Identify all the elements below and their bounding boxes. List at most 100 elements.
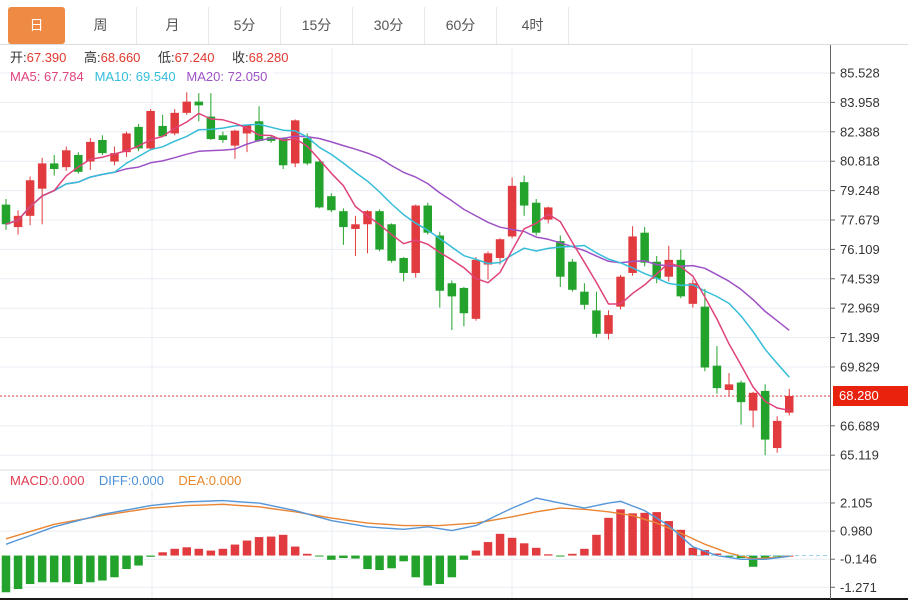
macd-bar <box>62 555 71 583</box>
macd-value-label: MACD:0.000 <box>10 473 85 488</box>
candle-body <box>772 420 782 449</box>
high-value: 68.660 <box>100 50 141 65</box>
candle-body <box>724 384 734 390</box>
candle-body <box>158 125 167 137</box>
price-axis-label: 83.958 <box>840 95 880 110</box>
candle-body <box>688 283 698 304</box>
candle-body <box>664 259 673 277</box>
macd-bar <box>556 555 565 557</box>
macd-bar <box>74 555 83 585</box>
macd-bar <box>134 555 143 566</box>
macd-bar <box>254 537 264 556</box>
macd-bar <box>290 546 300 556</box>
candle-body <box>110 153 119 162</box>
price-axis-label: 65.119 <box>840 448 879 463</box>
macd-bar <box>278 534 288 556</box>
candle-body <box>182 101 191 113</box>
macd-bar <box>459 555 469 560</box>
candle-body <box>230 130 240 146</box>
candle-body <box>122 133 131 153</box>
candle-body <box>447 283 457 297</box>
tab-month[interactable]: 月 <box>137 7 209 44</box>
tab-4hour[interactable]: 4时 <box>497 7 569 44</box>
candle-body <box>471 259 481 319</box>
tab-15min[interactable]: 15分 <box>281 7 353 44</box>
macd-bar <box>435 555 445 585</box>
macd-axis-label: 2.105 <box>840 495 873 510</box>
price-axis-label: 82.388 <box>840 124 880 139</box>
candle-body <box>556 241 565 277</box>
candle-body <box>700 306 710 368</box>
macd-bar <box>49 555 59 583</box>
macd-bar <box>387 555 396 569</box>
tab-30min[interactable]: 30分 <box>353 7 425 44</box>
candle-body <box>254 121 264 141</box>
macd-bar <box>640 512 649 556</box>
ma5-line <box>5 112 790 412</box>
candle-body <box>459 287 469 314</box>
candle-body <box>616 276 625 307</box>
price-axis-label: 74.539 <box>840 271 880 286</box>
tab-5min[interactable]: 5分 <box>209 7 281 44</box>
candle-body <box>748 392 758 411</box>
candle-body <box>387 224 396 261</box>
macd-bar <box>616 509 625 556</box>
candle-body <box>37 163 47 189</box>
macd-bar <box>170 548 179 556</box>
candle-body <box>519 182 529 206</box>
macd-axis-label: -0.146 <box>840 552 877 567</box>
tab-week[interactable]: 周 <box>65 7 137 44</box>
candle-body <box>399 257 408 273</box>
macd-bar <box>98 555 107 581</box>
candle-body <box>303 138 312 164</box>
tab-60min[interactable]: 60分 <box>425 7 497 44</box>
candle-body <box>146 110 155 149</box>
low-label: 低: <box>158 50 175 65</box>
macd-axis-label: -1.271 <box>840 580 877 595</box>
macd-bar <box>483 542 493 556</box>
diff-value-label: DIFF:0.000 <box>98 473 164 488</box>
price-axis-label: 79.248 <box>840 183 880 198</box>
dea-line <box>5 503 790 560</box>
high-label: 高: <box>84 50 101 65</box>
price-axis-label: 80.818 <box>840 154 880 169</box>
candle-body <box>495 239 505 258</box>
macd-bar <box>712 553 722 556</box>
macd-bar <box>230 544 240 556</box>
macd-bar <box>242 540 252 556</box>
candle-body <box>580 291 589 305</box>
close-value: 68.280 <box>248 50 289 65</box>
macd-bar <box>206 550 216 556</box>
macd-bar <box>748 555 758 567</box>
candle-body <box>483 253 493 265</box>
macd-bar <box>628 513 637 556</box>
candle-body <box>25 180 35 216</box>
macd-bar <box>447 555 457 578</box>
candle-body <box>423 205 432 233</box>
macd-bar <box>86 555 95 583</box>
candle-body <box>785 395 794 413</box>
candle-body <box>98 140 107 154</box>
macd-bar <box>122 555 131 570</box>
low-value: 67.240 <box>174 50 215 65</box>
macd-bar <box>471 550 481 556</box>
price-axis-label: 71.399 <box>840 330 880 345</box>
macd-bar <box>568 553 577 556</box>
candle-body <box>194 101 204 106</box>
price-axis-label: 76.109 <box>840 242 880 257</box>
candle-body <box>375 211 384 250</box>
ohlc-legend: 开:67.390 高:68.660 低:67.240 收:68.280 <box>10 49 309 67</box>
candle-body <box>315 161 324 208</box>
macd-bar <box>544 554 553 556</box>
macd-bar <box>315 555 324 557</box>
tab-day[interactable]: 日 <box>8 7 65 44</box>
macd-bar <box>423 555 432 586</box>
price-axis-label: 72.969 <box>840 301 880 316</box>
candle-body <box>62 150 71 168</box>
diff-line <box>5 497 790 560</box>
macd-bar <box>158 552 167 556</box>
candle-body <box>652 261 661 279</box>
